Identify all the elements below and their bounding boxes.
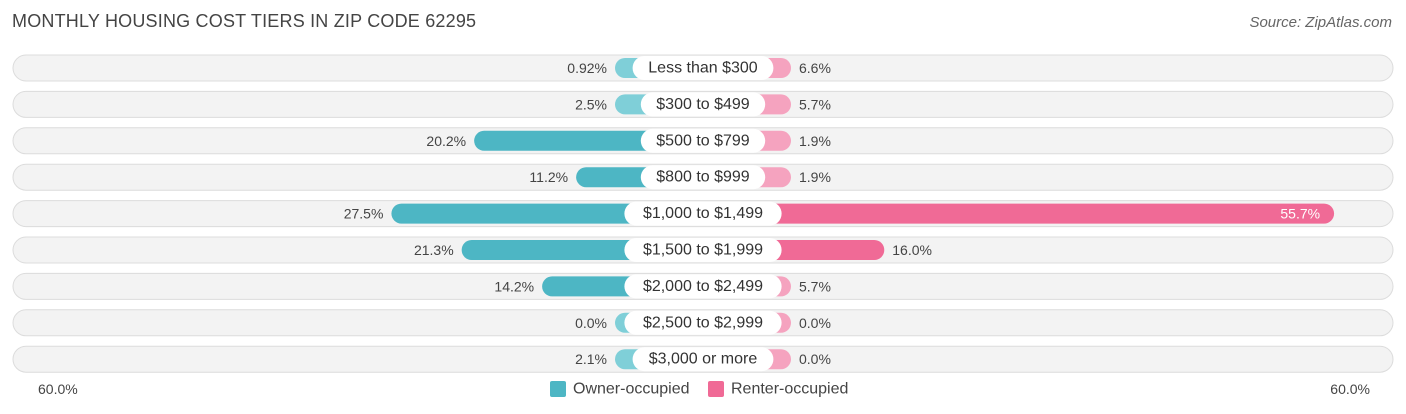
renter-value-label: 5.7% [799,96,831,112]
owner-value-label: 14.2% [494,278,534,294]
owner-value-label: 2.5% [575,96,607,112]
owner-legend-label: Owner-occupied [573,381,690,398]
owner-value-label: 21.3% [414,242,454,258]
owner-legend-swatch [550,381,566,397]
renter-legend-label: Renter-occupied [731,381,848,398]
owner-value-label: 0.0% [575,315,607,331]
renter-value-label: 16.0% [892,242,932,258]
category-pill [624,238,782,262]
category-pill [632,56,774,80]
renter-legend-swatch [708,381,724,397]
category-label: $2,500 to $2,999 [643,314,763,331]
renter-value-label: 0.0% [799,315,831,331]
renter-value-label: 6.6% [799,60,831,76]
renter-bar[interactable] [703,203,1335,224]
chart-title: MONTHLY HOUSING COST TIERS IN ZIP CODE 6… [12,11,477,31]
category-label: $800 to $999 [656,169,750,186]
owner-value-label: 20.2% [426,133,466,149]
owner-bar[interactable] [391,203,703,224]
category-label: $2,000 to $2,499 [643,278,763,295]
category-label: $300 to $499 [656,96,750,113]
category-pill [640,92,766,117]
category-pill [632,347,774,372]
category-pill [624,274,782,299]
owner-value-label: 27.5% [344,206,384,222]
category-pill [640,128,766,153]
category-label: $1,000 to $1,499 [643,205,763,222]
category-pill [640,165,766,190]
renter-value-label: 5.7% [799,278,831,294]
category-label: $1,500 to $1,999 [643,242,763,259]
category-pill [624,310,782,335]
axis-right-label: 60.0% [1330,381,1370,397]
category-label: $3,000 or more [649,351,758,368]
category-label: $500 to $799 [656,132,750,149]
category-pill [624,201,782,226]
owner-value-label: 11.2% [529,169,568,185]
owner-value-label: 0.92% [567,60,607,76]
category-label: Less than $300 [648,60,758,77]
axis-left-label: 60.0% [38,381,78,397]
renter-value-label: 0.0% [799,351,831,367]
chart-source: Source: ZipAtlas.com [1249,14,1392,31]
renter-value-label: 1.9% [799,133,831,149]
renter-value-label: 55.7% [1280,206,1320,222]
owner-value-label: 2.1% [575,351,607,367]
renter-value-label: 1.9% [799,169,831,185]
